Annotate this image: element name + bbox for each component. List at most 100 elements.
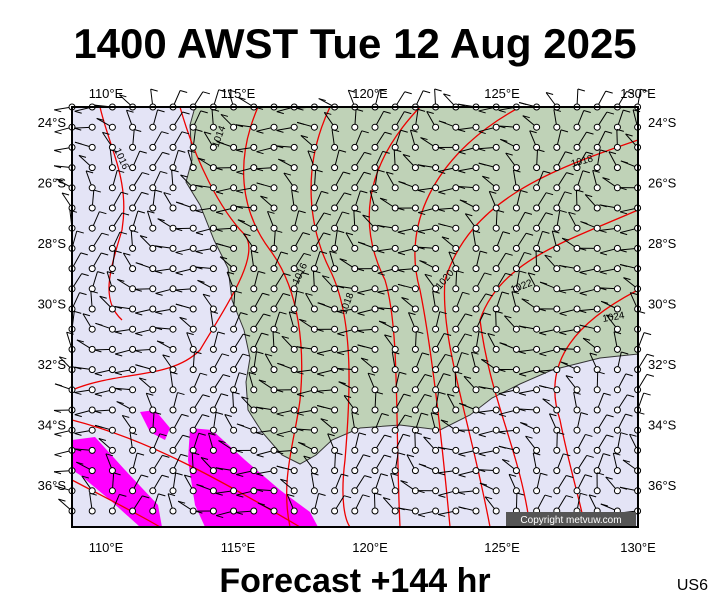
barb-station xyxy=(190,165,196,171)
barb-station xyxy=(170,508,176,514)
barb-station xyxy=(433,447,439,453)
barb-station xyxy=(109,508,115,514)
barb-station xyxy=(493,367,499,373)
barb-station xyxy=(453,225,459,231)
barb-station xyxy=(433,306,439,312)
barb-station xyxy=(170,387,176,393)
barb-station xyxy=(392,508,398,514)
barb-station xyxy=(332,407,338,413)
barb-station xyxy=(392,205,398,211)
barb-station xyxy=(534,225,540,231)
barb-station xyxy=(170,165,176,171)
barb-station xyxy=(231,165,237,171)
barb-station xyxy=(352,488,358,494)
barb-station xyxy=(473,144,479,150)
barb-station xyxy=(392,165,398,171)
barb-station xyxy=(473,508,479,514)
barb-station xyxy=(614,144,620,150)
barb-station xyxy=(534,286,540,292)
barb-station xyxy=(190,266,196,272)
barb-station xyxy=(554,488,560,494)
barb-station xyxy=(433,245,439,251)
barb-station xyxy=(271,367,277,373)
barb-station xyxy=(493,124,499,130)
barb-station xyxy=(473,407,479,413)
barb-station xyxy=(210,326,216,332)
barb-station xyxy=(453,144,459,150)
barb-station xyxy=(372,427,378,433)
barb-station xyxy=(271,144,277,150)
barb-station xyxy=(251,205,257,211)
barb-station xyxy=(291,367,297,373)
barb-station xyxy=(291,427,297,433)
barb-station xyxy=(109,205,115,211)
barb-station xyxy=(392,326,398,332)
latitude-label-left: 24°S xyxy=(38,115,67,130)
latitude-label-left: 28°S xyxy=(38,236,67,251)
barb-station xyxy=(594,124,600,130)
barb-station xyxy=(574,407,580,413)
barb-station xyxy=(554,205,560,211)
barb-station xyxy=(513,346,519,352)
barb-station xyxy=(190,427,196,433)
barb-station xyxy=(554,346,560,352)
barb-station xyxy=(311,387,317,393)
barb-station xyxy=(190,488,196,494)
barb-station xyxy=(271,165,277,171)
longitude-label-top: 130°E xyxy=(620,86,656,101)
barb-station xyxy=(513,124,519,130)
barb-station xyxy=(493,427,499,433)
barb-station xyxy=(594,427,600,433)
barb-station xyxy=(614,185,620,191)
barb-station xyxy=(109,266,115,272)
barb-station xyxy=(109,185,115,191)
barb-station xyxy=(170,286,176,292)
barb-station xyxy=(493,185,499,191)
barb-station xyxy=(554,185,560,191)
barb-station xyxy=(210,286,216,292)
barb-station xyxy=(412,266,418,272)
barb-station xyxy=(594,185,600,191)
barb-station xyxy=(392,245,398,251)
barb-station xyxy=(433,266,439,272)
barb-station xyxy=(109,326,115,332)
barb-station xyxy=(554,286,560,292)
barb-station xyxy=(372,245,378,251)
barb-station xyxy=(210,205,216,211)
longitude-label-bottom: 130°E xyxy=(620,540,656,555)
barb-station xyxy=(493,468,499,474)
barb-station xyxy=(574,144,580,150)
barb-station xyxy=(554,468,560,474)
barb-station xyxy=(89,468,95,474)
longitude-label-top: 110°E xyxy=(89,86,124,101)
barb-station xyxy=(251,326,257,332)
barb-station xyxy=(473,488,479,494)
barb-station xyxy=(109,387,115,393)
barb-station xyxy=(231,468,237,474)
barb-station xyxy=(231,144,237,150)
barb-station xyxy=(332,286,338,292)
barb-station xyxy=(291,306,297,312)
barb-station xyxy=(170,306,176,312)
barb-station xyxy=(412,346,418,352)
barb-station xyxy=(493,144,499,150)
barb-station xyxy=(170,447,176,453)
barb-station xyxy=(574,427,580,433)
barb-station xyxy=(473,124,479,130)
barb-station xyxy=(231,447,237,453)
barb-station xyxy=(170,185,176,191)
barb-station xyxy=(210,225,216,231)
barb-station xyxy=(372,508,378,514)
barb-station xyxy=(513,387,519,393)
barb-station xyxy=(231,245,237,251)
barb-station xyxy=(534,447,540,453)
barb-station xyxy=(271,124,277,130)
barb-station xyxy=(210,387,216,393)
barb-station xyxy=(251,468,257,474)
barb-station xyxy=(372,144,378,150)
barb-station xyxy=(271,387,277,393)
barb-station xyxy=(392,447,398,453)
latitude-label-left: 30°S xyxy=(38,297,67,312)
barb-station xyxy=(311,144,317,150)
